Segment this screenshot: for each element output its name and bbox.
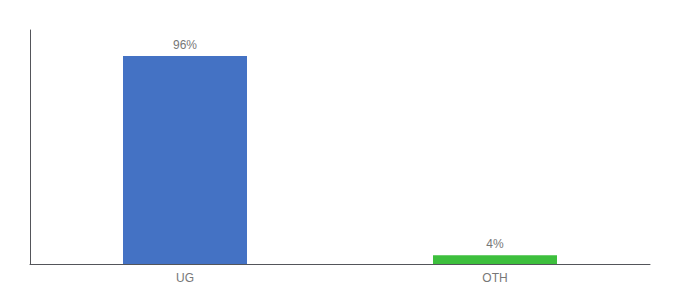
svg-text:OTH: OTH xyxy=(482,271,507,285)
svg-text:UG: UG xyxy=(176,271,194,285)
svg-text:4%: 4% xyxy=(486,237,504,251)
svg-text:96%: 96% xyxy=(173,38,197,52)
